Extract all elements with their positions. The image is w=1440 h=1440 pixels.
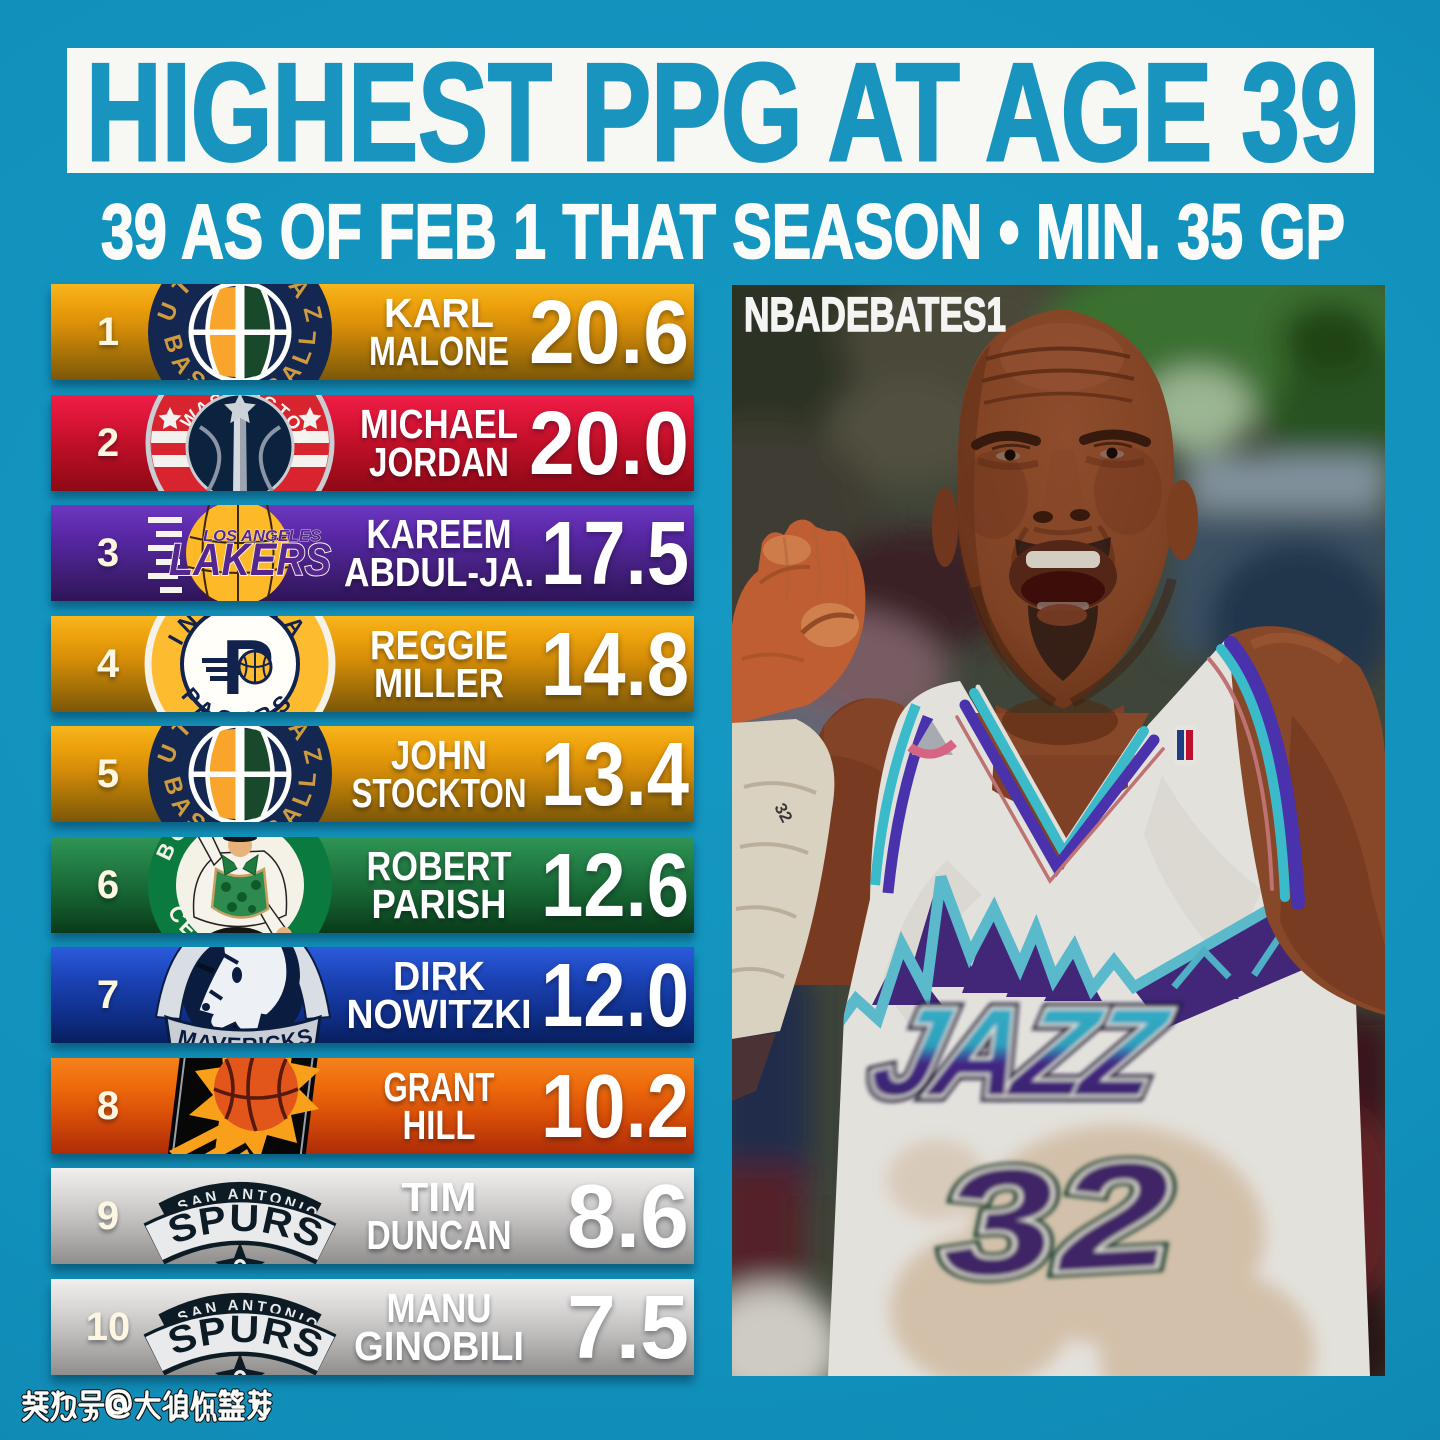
svg-text:1: 1 xyxy=(97,310,119,354)
svg-text:7.5: 7.5 xyxy=(567,1279,689,1375)
svg-text:10: 10 xyxy=(86,1305,131,1349)
svg-text:10.2: 10.2 xyxy=(541,1058,689,1154)
svg-text:32: 32 xyxy=(937,1129,1178,1309)
svg-text:3: 3 xyxy=(97,531,119,575)
svg-text:REGGIE: REGGIE xyxy=(370,622,508,668)
svg-text:8: 8 xyxy=(97,1084,119,1128)
svg-text:NBADEBATES1: NBADEBATES1 xyxy=(744,289,1006,342)
svg-text:17.5: 17.5 xyxy=(541,505,689,601)
svg-text:DIRK: DIRK xyxy=(393,953,485,999)
svg-text:13.4: 13.4 xyxy=(541,726,689,822)
svg-text:KAREEM: KAREEM xyxy=(367,511,512,557)
svg-text:2: 2 xyxy=(97,421,119,465)
svg-text:HIGHEST PPG AT AGE 39: HIGHEST PPG AT AGE 39 xyxy=(86,48,1358,173)
svg-text:32: 32 xyxy=(937,1129,1178,1309)
svg-text:ROBERT: ROBERT xyxy=(367,843,512,889)
svg-text:STOCKTON: STOCKTON xyxy=(352,770,527,816)
svg-text:9: 9 xyxy=(97,1194,119,1238)
svg-text:KARL: KARL xyxy=(384,290,494,336)
svg-text:14.8: 14.8 xyxy=(541,616,689,712)
svg-text:20.0: 20.0 xyxy=(529,395,689,491)
svg-text:MICHAEL: MICHAEL xyxy=(360,401,518,447)
svg-text:7: 7 xyxy=(97,973,119,1017)
svg-text:4: 4 xyxy=(97,642,120,686)
svg-text:TIM: TIM xyxy=(402,1174,477,1220)
svg-text:12.6: 12.6 xyxy=(541,837,689,933)
svg-text:LAKERS: LAKERS xyxy=(169,534,331,585)
svg-text:JORDAN: JORDAN xyxy=(369,439,509,485)
svg-text:39 AS OF FEB 1 THAT SEASON • M: 39 AS OF FEB 1 THAT SEASON • MIN. 35 GP xyxy=(101,189,1345,275)
svg-text:LOS ANGELES: LOS ANGELES xyxy=(203,528,321,545)
svg-text:DUNCAN: DUNCAN xyxy=(367,1212,512,1258)
svg-text:12.0: 12.0 xyxy=(541,947,689,1043)
svg-text:JAZZ: JAZZ xyxy=(859,983,1180,1122)
svg-text:MILLER: MILLER xyxy=(374,660,504,706)
svg-text:GRANT: GRANT xyxy=(384,1064,495,1110)
svg-text:PARISH: PARISH xyxy=(372,881,507,927)
svg-text:ABDUL-JA.: ABDUL-JA. xyxy=(344,549,534,595)
svg-text:20.6: 20.6 xyxy=(529,284,689,380)
svg-text:8.6: 8.6 xyxy=(567,1168,689,1264)
svg-text:MANU: MANU xyxy=(387,1285,492,1331)
svg-text:GINOBILI: GINOBILI xyxy=(354,1323,524,1369)
svg-text:5: 5 xyxy=(97,752,119,796)
svg-text:JAZZ: JAZZ xyxy=(859,983,1180,1122)
svg-text:HILL: HILL xyxy=(403,1102,476,1148)
svg-text:NOWITZKI: NOWITZKI xyxy=(347,991,532,1037)
svg-text:MALONE: MALONE xyxy=(369,328,509,374)
svg-text:JOHN: JOHN xyxy=(391,732,487,778)
svg-text:6: 6 xyxy=(97,863,119,907)
